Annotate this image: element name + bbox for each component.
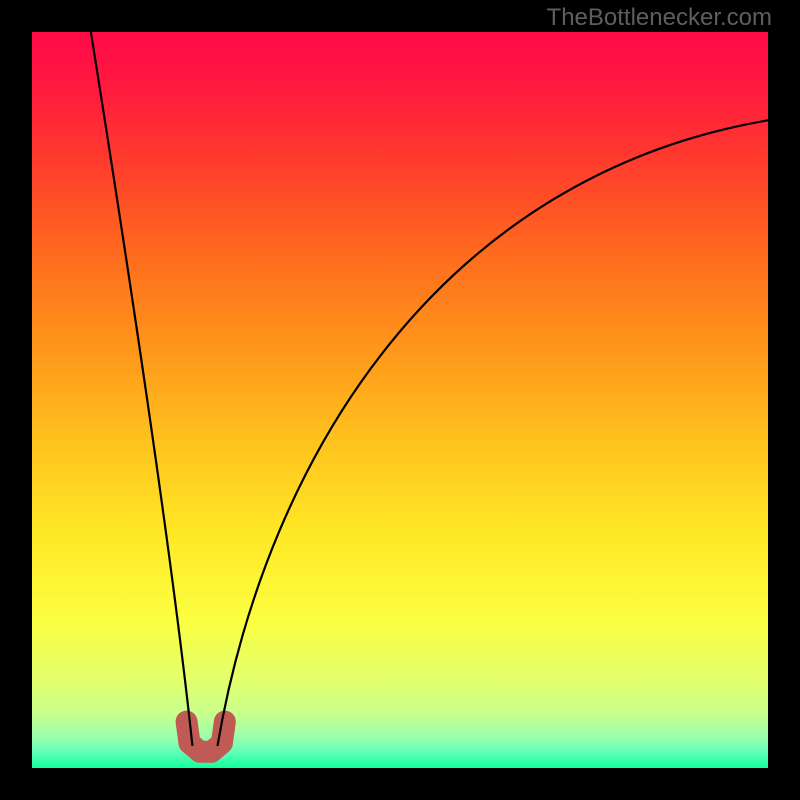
curve-left-branch: [91, 32, 193, 746]
curve-layer: [32, 32, 768, 768]
plot-area: [32, 32, 768, 768]
curve-right-branch: [217, 120, 768, 746]
watermark-text: TheBottlenecker.com: [547, 4, 772, 32]
